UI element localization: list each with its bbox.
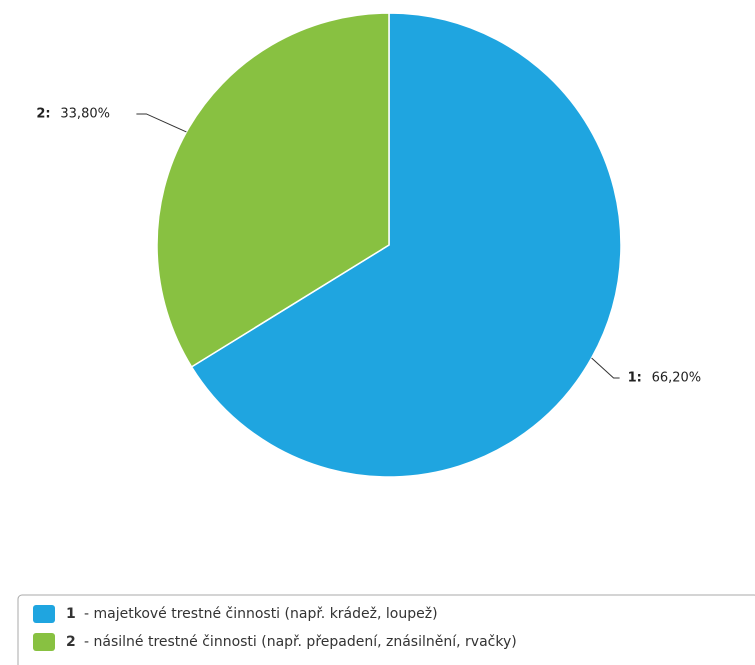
legend-text: - majetkové trestné činnosti (např. krád… xyxy=(84,606,438,622)
slice-key: 2: xyxy=(36,106,50,121)
pie-slice xyxy=(156,12,390,368)
pie-slice xyxy=(190,12,622,478)
leader-line xyxy=(136,113,187,133)
legend: 1 - majetkové trestné činnosti (např. krá… xyxy=(33,605,517,651)
legend-text: - násilné trestné činnosti (např. přepad… xyxy=(84,634,517,650)
legend-box xyxy=(17,594,755,665)
leader-line xyxy=(591,357,620,379)
legend-key: 1 xyxy=(66,606,76,622)
legend-swatch xyxy=(33,605,55,623)
legend-swatch xyxy=(33,633,55,651)
legend-key: 2 xyxy=(66,634,76,650)
slice-key: 1: xyxy=(628,371,642,386)
slice-value-label: 33,80% xyxy=(60,106,110,121)
slice-value-label: 66,20% xyxy=(652,371,702,386)
